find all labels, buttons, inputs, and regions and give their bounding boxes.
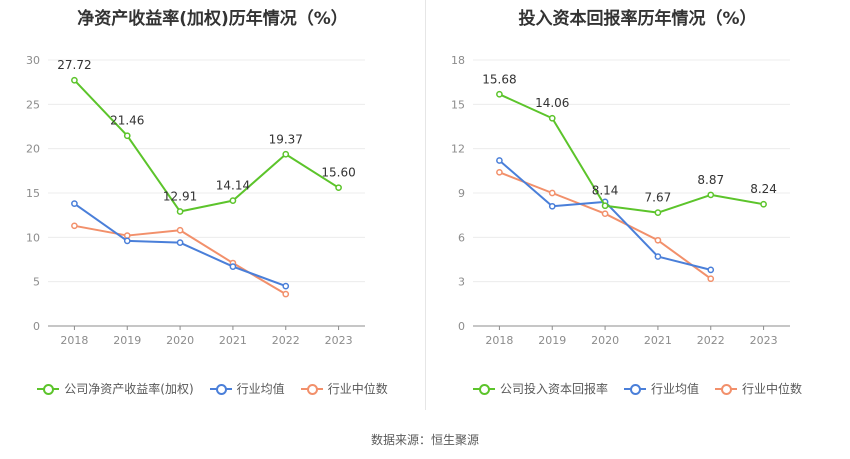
y-tick-label: 12 (451, 143, 465, 156)
data-point (176, 208, 184, 215)
data-point (601, 210, 609, 218)
x-tick-label: 2021 (644, 334, 672, 347)
y-tick-label: 15 (26, 187, 40, 200)
legend-swatch-icon (472, 383, 495, 395)
data-point (123, 132, 131, 140)
y-tick-label: 25 (26, 98, 40, 111)
y-tick-label: 9 (458, 187, 465, 200)
data-label: 7.67 (645, 191, 672, 205)
chart-legend: 公司净资产收益率(加权) 行业均值 行业中位数 (0, 380, 425, 397)
data-label: 8.87 (697, 173, 724, 187)
data-label: 14.06 (535, 96, 569, 110)
data-point (654, 253, 662, 260)
y-tick-label: 18 (451, 54, 465, 67)
data-point (548, 114, 556, 122)
data-point (123, 232, 131, 239)
data-source-note: 数据来源：恒生聚源 (370, 433, 479, 447)
roic-company-series-line (499, 93, 764, 214)
roe-chart-panel: 净资产收益率(加权)历年情况（%） 0 5 10 15 20 25 30 2018 2019 20… (0, 0, 425, 420)
x-tick-label: 2023 (750, 334, 778, 347)
data-point (71, 200, 78, 207)
data-label: 12.91 (163, 190, 197, 204)
y-tick-label: 15 (451, 98, 465, 111)
data-label: 8.14 (592, 184, 619, 198)
legend-swatch-icon (37, 383, 60, 395)
data-label: 15.60 (321, 166, 355, 180)
data-point (229, 263, 237, 270)
data-point (282, 282, 290, 290)
y-tick-label: 30 (26, 54, 40, 67)
data-label: 21.46 (110, 114, 144, 128)
legend-swatch-icon (715, 383, 737, 395)
legend-item-average[interactable]: 行业均值 (623, 380, 699, 397)
y-tick-label: 6 (458, 231, 465, 244)
legend-item-company[interactable]: 公司净资产收益率(加权) (37, 380, 194, 397)
data-point (707, 266, 715, 274)
data-point (496, 168, 503, 176)
data-point (71, 76, 78, 84)
data-point (496, 90, 503, 98)
y-tick-label: 0 (33, 320, 40, 333)
legend-item-median[interactable]: 行业中位数 (300, 380, 388, 397)
data-point (548, 202, 556, 210)
roe-company-series-line (73, 79, 340, 213)
legend-swatch-icon (300, 383, 323, 395)
x-tick-label: 2022 (272, 334, 300, 347)
data-point (176, 226, 184, 234)
legend-label: 公司投入资本回报率 (499, 382, 608, 396)
legend-item-median[interactable]: 行业中位数 (715, 380, 802, 397)
legend-label: 公司净资产收益率(加权) (64, 382, 194, 396)
data-point (707, 275, 715, 283)
data-point (760, 200, 767, 208)
data-point (282, 290, 290, 298)
x-tick-label: 2018 (485, 334, 513, 347)
data-label: 27.72 (57, 58, 91, 72)
data-point (229, 197, 237, 204)
chart-title: 投入资本回报率历年情况（%） (518, 9, 757, 29)
y-tick-label: 20 (26, 143, 40, 156)
legend-swatch-icon (623, 383, 646, 395)
x-tick-label: 2020 (591, 334, 619, 347)
x-tick-label: 2023 (325, 334, 353, 347)
chart-title: 净资产收益率(加权)历年情况（%） (77, 9, 348, 29)
data-point (496, 157, 503, 164)
data-label: 14.14 (216, 179, 250, 193)
roe-chart-svg: 0 5 10 15 20 25 30 2018 2019 2020 2021 2022 2023 27.7… (26, 54, 365, 347)
data-point (601, 202, 609, 210)
x-tick-label: 2018 (60, 334, 88, 347)
data-label: 15.68 (482, 72, 516, 86)
panel-divider (425, 0, 426, 410)
x-tick-label: 2020 (166, 334, 194, 347)
data-point (282, 150, 290, 158)
data-point (123, 237, 131, 245)
data-point (548, 189, 556, 197)
chart-legend: 公司投入资本回报率 行业均值 行业中位数 (425, 380, 850, 397)
data-point (707, 191, 715, 199)
legend-label: 行业中位数 (742, 382, 803, 396)
legend-label: 行业均值 (650, 382, 699, 396)
x-tick-label: 2019 (113, 334, 141, 347)
y-tick-label: 10 (26, 231, 40, 244)
roic-chart-panel: 投入资本回报率历年情况（%） 0 3 6 9 12 15 18 2018 2019 2020 202… (425, 0, 850, 420)
x-tick-label: 2022 (697, 334, 725, 347)
data-point (654, 209, 662, 217)
legend-swatch-icon (209, 383, 232, 395)
y-tick-label: 5 (33, 276, 40, 289)
roe-median-series-line (74, 224, 287, 295)
data-label: 19.37 (269, 132, 303, 146)
legend-label: 行业中位数 (327, 382, 388, 396)
data-point (335, 184, 342, 192)
x-tick-label: 2019 (538, 334, 566, 347)
data-point (71, 222, 78, 230)
legend-label: 行业均值 (236, 382, 285, 396)
legend-item-company[interactable]: 公司投入资本回报率 (472, 380, 608, 397)
data-point (176, 239, 184, 247)
legend-item-average[interactable]: 行业均值 (209, 380, 285, 397)
y-tick-label: 0 (458, 320, 465, 333)
y-tick-label: 3 (458, 276, 465, 289)
data-label: 8.24 (750, 182, 777, 196)
x-tick-label: 2021 (219, 334, 247, 347)
roic-chart-svg: 0 3 6 9 12 15 18 2018 2019 2020 2021 2022 2023 15.68 1… (451, 54, 790, 347)
data-point (654, 236, 662, 244)
